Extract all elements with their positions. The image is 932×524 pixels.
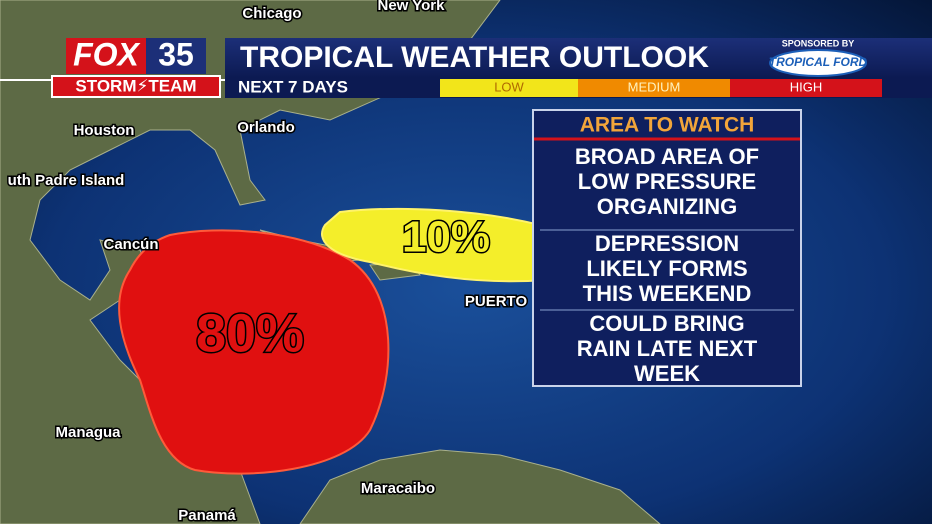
area-percent: 80% [196, 303, 304, 363]
subtitle: NEXT 7 DAYS [238, 77, 348, 96]
logo-team-box [51, 75, 221, 98]
sponsor: TROPICAL FORD [769, 55, 868, 69]
city-label: Chicago [242, 5, 301, 22]
legend-high [730, 79, 882, 97]
city-label: Houston [74, 122, 135, 139]
panel-line: LOW PRESSURE [578, 169, 756, 194]
city-label: Maracaibo [361, 480, 435, 497]
city-label: Panamá [178, 507, 236, 524]
city-label: Cancún [103, 236, 158, 253]
panel-line: RAIN LATE NEXT [577, 336, 758, 361]
logo-team: STORM⚡TEAM [75, 76, 196, 95]
panel-line: WEEK [634, 361, 700, 386]
panel-line: COULD BRING [589, 311, 744, 336]
logo-network: FOX [73, 36, 140, 72]
panel-line: BROAD AREA OF [575, 144, 759, 169]
city-labels: Chicago New York Houston Orlando uth Padre I… [6, 0, 529, 524]
logo-35-box [146, 38, 206, 74]
panel-line: THIS WEEKEND [583, 281, 752, 306]
info-panel [532, 109, 802, 387]
city-label: Orlando [237, 119, 295, 136]
sponsor-logo [769, 49, 867, 77]
high-risk-area [118, 229, 390, 475]
panel-line: DEPRESSION [595, 231, 739, 256]
title: TROPICAL WEATHER OUTLOOK [240, 41, 709, 74]
legend-label: LOW [494, 79, 524, 94]
legend-label: MEDIUM [628, 79, 681, 94]
city-label: PUERTO [465, 293, 528, 310]
city-label: uth Padre Island [8, 172, 125, 189]
legend-medium [578, 79, 730, 97]
sponsor-label: SPONSORED BY [782, 38, 855, 48]
area-percent: 10% [402, 213, 490, 262]
logo-channel: 35 [158, 36, 194, 72]
legend-low [440, 79, 578, 97]
legend-label: HIGH [790, 79, 823, 94]
city-label: Managua [55, 424, 121, 441]
panel-line: ORGANIZING [597, 194, 738, 219]
logo-fox-box [66, 38, 146, 74]
low-risk-area [321, 207, 547, 283]
panel-title: AREA TO WATCH [580, 114, 755, 137]
city-label: New York [378, 0, 446, 14]
panel-line: LIKELY FORMS [586, 256, 747, 281]
